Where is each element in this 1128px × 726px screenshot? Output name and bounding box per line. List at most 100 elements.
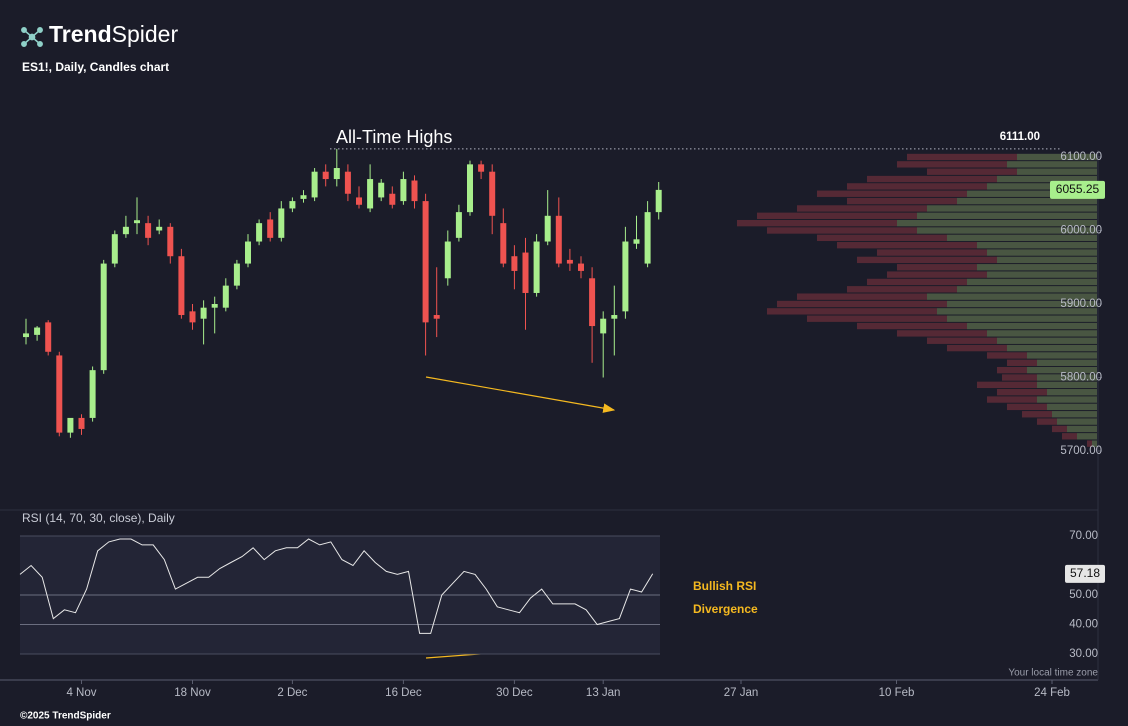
- volume-down: [847, 183, 987, 190]
- volume-up: [977, 264, 1097, 271]
- volume-down: [737, 219, 897, 227]
- candle-body: [600, 318, 607, 334]
- logo: [21, 27, 43, 47]
- volume-up: [1007, 161, 1097, 168]
- volume-up: [947, 300, 1097, 308]
- candle-body: [478, 164, 485, 172]
- candle-body: [178, 256, 185, 316]
- candle-body: [278, 208, 285, 238]
- volume-up: [1047, 403, 1097, 411]
- volume-up: [997, 337, 1097, 344]
- timezone: Your local time zone: [1008, 668, 1098, 679]
- candle-body: [145, 223, 152, 238]
- last-price-label: 6055.25: [1056, 182, 1100, 196]
- volume-down: [887, 271, 987, 278]
- candle-body: [156, 226, 163, 231]
- candle-body: [45, 322, 52, 352]
- candle-body: [189, 311, 196, 323]
- volume-down: [897, 161, 1007, 168]
- volume-up: [987, 183, 1097, 190]
- volume-down: [977, 381, 1037, 389]
- candle-body: [566, 259, 573, 264]
- candle-body: [489, 171, 496, 216]
- candle-body: [89, 370, 96, 418]
- volume-up: [897, 219, 1097, 227]
- candle-body: [256, 223, 263, 242]
- candle-body: [23, 333, 29, 338]
- ath-label: 6111.00: [1000, 131, 1040, 143]
- volume-down: [987, 352, 1027, 359]
- candle-body: [122, 226, 129, 235]
- candle-body: [78, 417, 85, 429]
- rsi-badge: [1065, 564, 1105, 583]
- candle-body: [300, 195, 307, 199]
- rsi-annotation: Bullish RSI: [693, 579, 756, 593]
- candle-body: [422, 201, 429, 323]
- candle-body: [622, 241, 629, 312]
- candle-body: [367, 179, 374, 209]
- candle-body: [200, 307, 207, 319]
- volume-down: [1087, 440, 1092, 447]
- candle-body: [633, 239, 640, 244]
- volume-up: [977, 242, 1097, 249]
- candle-body: [311, 171, 318, 198]
- x-tick-label: 13 Jan: [586, 687, 621, 699]
- brand: TrendSpider: [49, 21, 178, 47]
- candle-body: [356, 197, 362, 205]
- volume-down: [837, 242, 977, 249]
- volume-up: [997, 175, 1097, 183]
- volume-up: [1037, 359, 1097, 366]
- y-tick-label: 5700.00: [1060, 445, 1102, 457]
- rsi-title: RSI (14, 70, 30, close), Daily: [22, 511, 175, 525]
- y-tick-label: 40.00: [1069, 619, 1098, 631]
- candle-body: [467, 164, 473, 213]
- volume-down: [1007, 403, 1047, 411]
- volume-up: [927, 205, 1097, 212]
- candle-body: [344, 171, 351, 194]
- volume-down: [927, 337, 997, 344]
- candle-body: [611, 315, 618, 319]
- y-tick-label: 70.00: [1069, 530, 1098, 542]
- volume-down: [897, 264, 977, 271]
- candle-body: [267, 219, 274, 238]
- volume-down: [797, 205, 927, 212]
- candle-body: [411, 180, 418, 202]
- divergence-arrow: [425, 376, 616, 413]
- volume-up: [1027, 352, 1097, 359]
- volume-up: [957, 197, 1097, 205]
- volume-down: [777, 300, 947, 308]
- volume-up: [1037, 396, 1097, 403]
- volume-down: [897, 330, 987, 337]
- volume-down: [847, 197, 957, 205]
- volume-up: [937, 308, 1097, 315]
- brand-bold: Trend: [49, 21, 112, 47]
- ath-annotation: All-Time Highs: [336, 127, 452, 147]
- volume-up: [917, 227, 1097, 234]
- candle-body: [511, 256, 518, 271]
- candle-body: [644, 212, 651, 264]
- volume-up: [1007, 344, 1097, 352]
- volume-up: [1052, 411, 1097, 418]
- volume-down: [1007, 359, 1037, 366]
- volume-up: [1037, 374, 1097, 381]
- y-tick-label: 50.00: [1069, 589, 1098, 601]
- candle-body: [522, 252, 529, 293]
- candle-body: [544, 215, 551, 242]
- volume-down: [807, 315, 947, 322]
- volume-up: [957, 286, 1097, 293]
- last-price-badge: [1050, 180, 1105, 199]
- volume-down: [1002, 374, 1037, 381]
- candle-body: [322, 171, 329, 180]
- x-tick-label: 16 Dec: [385, 687, 422, 699]
- volume-up: [967, 322, 1097, 330]
- volume-up: [1017, 168, 1097, 175]
- volume-down: [767, 308, 937, 315]
- volume-down: [997, 366, 1027, 374]
- candle-body: [245, 241, 251, 264]
- candle-body: [34, 327, 41, 335]
- volume-up: [1027, 366, 1097, 374]
- volume-down: [867, 278, 967, 286]
- candle-body: [67, 417, 74, 433]
- volume-down: [1062, 433, 1077, 440]
